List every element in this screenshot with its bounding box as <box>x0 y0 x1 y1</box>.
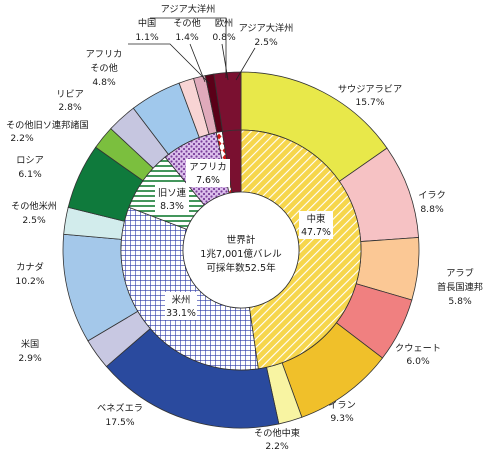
label-other-af-name: その他 <box>90 62 118 74</box>
inner-label-americas: 米州 <box>172 294 191 306</box>
label-uae-line1: アラブ <box>446 267 474 279</box>
leader-china <box>128 43 211 85</box>
center-hole <box>182 191 300 309</box>
label-us-name: 米国 <box>21 338 39 350</box>
label-europe-name: 欧州 <box>215 17 233 29</box>
label-venezuela-value: 17.5% <box>105 417 134 428</box>
label-iraq-value: 8.8% <box>420 204 444 215</box>
label-canada-value: 10.2% <box>15 276 44 287</box>
label-kuwait-value: 6.0% <box>406 356 430 367</box>
label-uae-value: 5.8% <box>448 296 472 307</box>
center-total: 1兆7,001億バレル <box>200 248 282 260</box>
label-bg-americas <box>165 292 197 320</box>
label-venezuela-name: ベネズエラ <box>97 402 143 414</box>
center-years: 可採年数52.5年 <box>206 262 276 274</box>
inner-value-americas: 33.1% <box>166 308 196 319</box>
label-other-asia-name: その他 <box>173 17 201 29</box>
label-other-am-value: 2.5% <box>22 215 46 226</box>
inner-label-middle-east: 中東 <box>307 213 326 225</box>
label-libya-value: 2.8% <box>58 102 82 113</box>
leader-lines <box>128 17 256 85</box>
label-iran-value: 9.3% <box>330 413 354 424</box>
label-other-fsu-value: 2.2% <box>10 133 34 144</box>
inner-value-africa: 7.6% <box>196 175 220 186</box>
label-saudi-name: サウジアラビア <box>338 84 402 95</box>
label-asia-header: アジア大洋州 <box>161 3 216 15</box>
label-russia-name: ロシア <box>16 155 44 166</box>
label-canada-name: カナダ <box>16 261 44 273</box>
label-uae-line2: 首長国連邦 <box>437 281 483 293</box>
label-us-value: 2.9% <box>18 353 42 364</box>
label-other-fsu-name: その他旧ソ連邦諸国 <box>6 119 89 131</box>
label-other-me-value: 2.2% <box>265 441 289 452</box>
label-asia-total-value: 2.5% <box>254 37 278 48</box>
leader-europe <box>221 43 229 81</box>
label-bg-fsu <box>155 185 189 213</box>
label-other-am-name: その他米州 <box>11 200 57 212</box>
label-china-name: 中国 <box>138 17 156 29</box>
inner-value-middle-east: 47.7% <box>301 227 331 238</box>
label-kuwait-name: クウェート <box>395 343 441 354</box>
inner-label-fsu: 旧ソ連 <box>158 187 187 199</box>
label-iran-name: イラン <box>328 400 356 411</box>
label-other-asia-value: 1.4% <box>175 32 199 43</box>
label-other-af-value: 4.8% <box>92 77 116 88</box>
inner-label-africa: アフリカ <box>189 162 227 173</box>
center-title: 世界計 <box>227 234 256 246</box>
label-bg-africa <box>186 159 230 187</box>
label-iraq-name: イラク <box>418 190 446 201</box>
outer-ring <box>62 71 420 429</box>
label-libya-name: リビア <box>56 89 84 100</box>
label-asia-total-name: アジア大洋州 <box>239 22 294 34</box>
inner-value-fsu: 8.3% <box>160 201 184 212</box>
leader-other-asia <box>189 43 206 83</box>
label-africa-header: アフリカ <box>86 49 123 60</box>
leader-asia <box>150 17 227 78</box>
label-china-value: 1.1% <box>135 32 159 43</box>
label-russia-value: 6.1% <box>18 169 42 180</box>
outer-labels: サウジアラビア 15.7% イラク 8.8% アラブ 首長国連邦 5.8% クウ… <box>6 3 483 452</box>
label-europe-value: 0.8% <box>212 32 236 43</box>
label-bg-middle-east <box>299 211 333 239</box>
label-saudi-value: 15.7% <box>355 97 384 108</box>
leader-asia-total <box>235 47 256 81</box>
label-other-me-name: その他中東 <box>254 427 300 439</box>
